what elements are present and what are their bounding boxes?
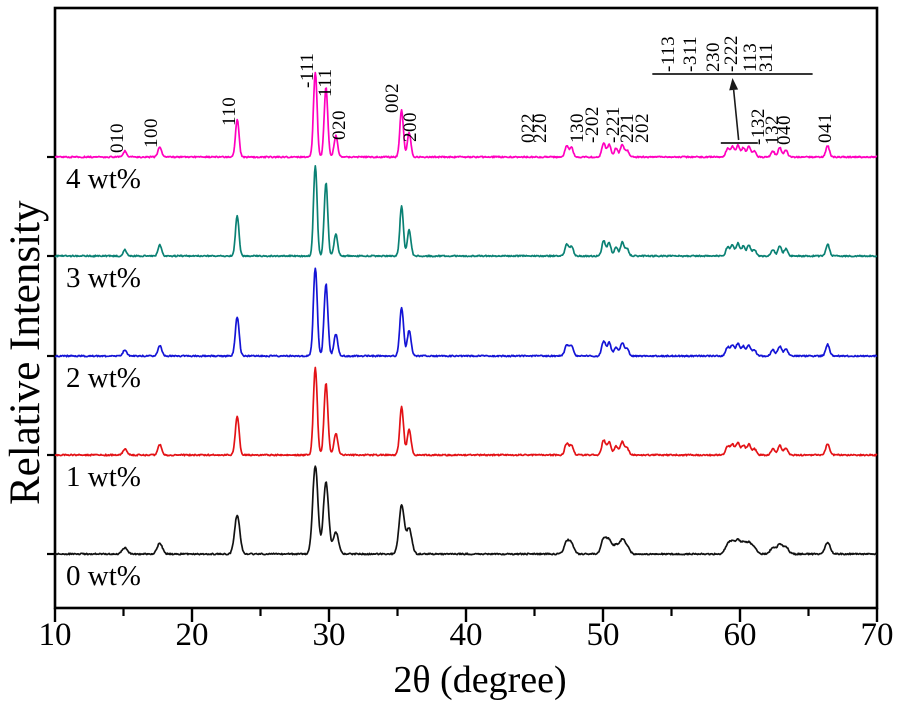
series-label: 3 wt% (66, 262, 141, 294)
peak-hkl-label: -202 (582, 106, 604, 143)
peak-hkl-label: 111 (315, 68, 337, 97)
peak-hkl-label: 020 (328, 110, 350, 140)
series-label: 1 wt% (66, 461, 141, 493)
x-tick-label: 30 (312, 617, 346, 653)
plot-frame (53, 6, 879, 610)
xrd-trace-2wt (54, 267, 878, 358)
xrd-trace-0wt (54, 465, 878, 556)
inset-hkl-label: -222 (720, 35, 742, 72)
x-tick-label: 60 (723, 617, 757, 653)
peak-hkl-label: 202 (631, 113, 653, 143)
xrd-trace-1wt (54, 366, 878, 457)
inset-arrow-shaft (732, 89, 740, 141)
x-tick-label: 10 (38, 617, 72, 653)
series-label: 0 wt% (66, 560, 141, 592)
xrd-trace-4wt (54, 71, 878, 159)
peak-hkl-label: 110 (219, 96, 241, 126)
peak-hkl-label: 002 (382, 83, 404, 113)
series-label: 4 wt% (66, 163, 141, 195)
inset-hkl-label: -311 (679, 35, 701, 72)
x-tick-label: 20 (175, 617, 209, 653)
series-label: 2 wt% (66, 362, 141, 394)
peak-hkl-label: 100 (141, 118, 163, 148)
inset-arrow-head (729, 78, 739, 91)
x-tick-label: 40 (449, 617, 483, 653)
peak-hkl-label: 040 (774, 115, 796, 145)
peak-hkl-label: 041 (815, 113, 837, 143)
xrd-trace-3wt (54, 164, 878, 258)
inset-hkl-label: -113 (657, 35, 679, 72)
x-tick-label: 70 (860, 617, 894, 653)
peak-hkl-label: 220 (530, 113, 552, 143)
x-axis-label: 2θ (degree) (393, 659, 567, 701)
peak-hkl-label: 200 (400, 112, 422, 142)
x-tick-label: 50 (586, 617, 620, 653)
y-axis-label: Relative Intensity (2, 200, 49, 505)
peak-hkl-label: 010 (107, 123, 129, 153)
inset-hkl-label: 311 (756, 42, 778, 72)
